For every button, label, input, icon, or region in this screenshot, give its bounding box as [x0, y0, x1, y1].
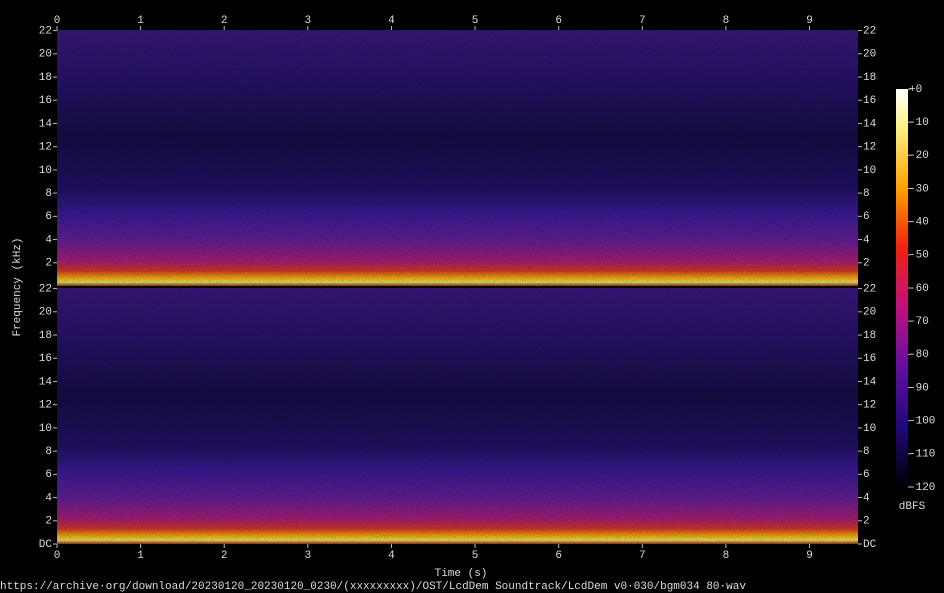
- x-tick-label: 8: [723, 15, 730, 27]
- colorbar-tick-label: -40: [909, 217, 929, 229]
- y-tick-label: 18: [39, 330, 52, 342]
- y-tick-label: 14: [863, 118, 877, 130]
- colorbar-tick-label: -90: [909, 382, 929, 394]
- x-tick-label: 9: [806, 15, 813, 27]
- y-tick-label: 12: [39, 400, 52, 412]
- texture: [57, 30, 858, 286]
- colorbar-tick-label: -110: [909, 449, 935, 461]
- x-tick-label: 5: [472, 15, 479, 27]
- x-tick-label: 9: [806, 550, 813, 562]
- y-tick-label: DC: [39, 539, 53, 551]
- y-tick-label: 16: [863, 353, 876, 365]
- y-tick-label: 16: [863, 95, 876, 107]
- x-tick-label: 3: [305, 550, 312, 562]
- colorbar-tick-label: +0: [909, 84, 922, 96]
- x-tick-label: 7: [639, 550, 646, 562]
- x-tick-label: 6: [555, 15, 562, 27]
- x-tick-label: 3: [305, 15, 312, 27]
- y-tick-label: 10: [39, 423, 52, 435]
- colorbar-tick-label: -120: [909, 482, 935, 494]
- colorbar: [896, 89, 908, 487]
- y-tick-label: 20: [39, 307, 52, 319]
- colorbar-tick-label: -100: [909, 416, 935, 428]
- y-tick-label: 12: [863, 142, 876, 154]
- x-tick-label: 2: [221, 15, 228, 27]
- y-tick-label: 16: [39, 95, 52, 107]
- y-tick-label: 18: [863, 72, 876, 84]
- y-tick-label: 4: [863, 492, 870, 504]
- y-tick-label: 4: [45, 234, 52, 246]
- y-tick-label: 2: [863, 516, 870, 528]
- y-tick-label: 22: [39, 25, 52, 37]
- y-tick-label: 18: [863, 330, 876, 342]
- y-tick-label: 6: [863, 211, 870, 223]
- x-tick-label: 6: [555, 550, 562, 562]
- colorbar-label: dBFS: [899, 501, 926, 513]
- y-tick-label: 10: [863, 165, 876, 177]
- colorbar-tick-label: -60: [909, 283, 929, 295]
- x-tick-label: 8: [723, 550, 730, 562]
- colorbar-tick-label: -10: [909, 117, 929, 129]
- y-tick-label: 14: [863, 376, 877, 388]
- y-axis-label: Frequency (kHz): [12, 237, 24, 336]
- colorbar-tick-label: -30: [909, 183, 929, 195]
- y-tick-label: 10: [863, 423, 876, 435]
- y-tick-label: DC: [863, 539, 877, 551]
- x-tick-label: 4: [388, 15, 395, 27]
- y-tick-label: 4: [863, 234, 870, 246]
- colorbar-tick-label: -70: [909, 316, 929, 328]
- x-tick-label: 2: [221, 550, 228, 562]
- y-tick-label: 8: [863, 446, 870, 458]
- y-tick-label: 6: [45, 469, 52, 481]
- y-tick-label: 14: [39, 118, 53, 130]
- y-tick-label: 2: [45, 516, 52, 528]
- y-tick-label: 8: [45, 188, 52, 200]
- y-tick-label: 20: [863, 307, 876, 319]
- y-tick-label: 16: [39, 353, 52, 365]
- y-tick-label: 8: [863, 188, 870, 200]
- y-tick-label: 2: [45, 258, 52, 270]
- y-tick-label: 2: [863, 258, 870, 270]
- x-tick-label: 7: [639, 15, 646, 27]
- colorbar-tick-label: -80: [909, 349, 929, 361]
- colorbar-tick-label: -20: [909, 150, 929, 162]
- y-tick-label: 14: [39, 376, 53, 388]
- x-axis-label: Time (s): [435, 568, 488, 580]
- y-tick-label: 22: [39, 283, 52, 295]
- y-tick-label: 4: [45, 492, 52, 504]
- texture: [57, 288, 858, 544]
- footer: https://archive·org/download/20230120_20…: [0, 581, 746, 593]
- y-tick-label: 12: [39, 142, 52, 154]
- x-tick-label: 0: [54, 15, 61, 27]
- y-tick-label: 8: [45, 446, 52, 458]
- y-tick-label: 6: [863, 469, 870, 481]
- y-tick-label: 20: [39, 49, 52, 61]
- y-tick-label: 18: [39, 72, 52, 84]
- x-tick-label: 1: [137, 550, 144, 562]
- x-tick-label: 1: [137, 15, 144, 27]
- x-tick-label: 4: [388, 550, 395, 562]
- colorbar-tick-label: -50: [909, 250, 929, 262]
- x-tick-label: 5: [472, 550, 479, 562]
- y-tick-label: 22: [863, 283, 876, 295]
- y-tick-label: 12: [863, 400, 876, 412]
- y-tick-label: 6: [45, 211, 52, 223]
- x-tick-label: 0: [54, 550, 61, 562]
- y-tick-label: 22: [863, 25, 876, 37]
- y-tick-label: 10: [39, 165, 52, 177]
- y-tick-label: 20: [863, 49, 876, 61]
